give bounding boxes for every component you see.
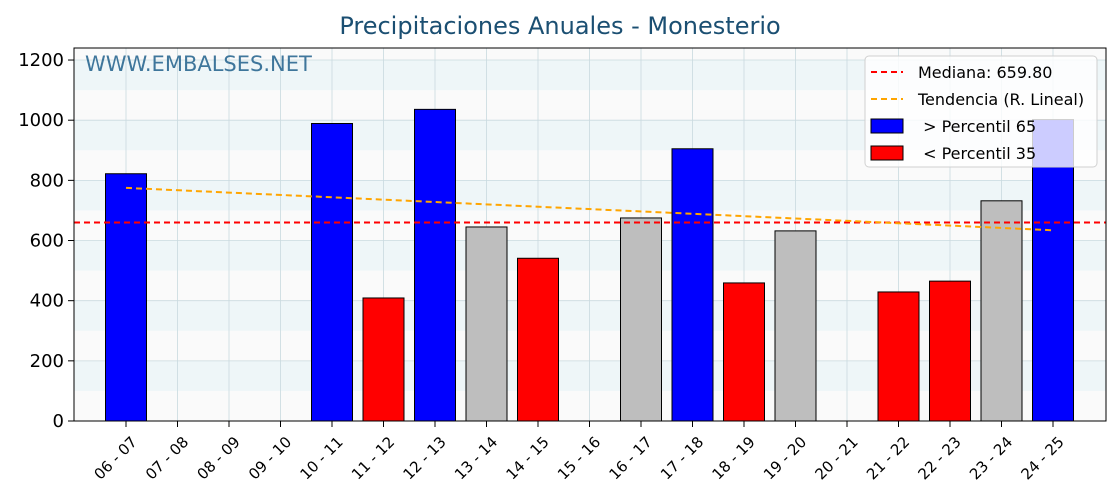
- y-tick-label: 0: [53, 411, 64, 432]
- x-tick-label: 09 - 10: [245, 433, 295, 483]
- x-tick-label: 08 - 09: [193, 433, 243, 483]
- x-tick-label: 20 - 21: [811, 433, 861, 483]
- bar-14-15: [517, 257, 559, 422]
- x-tick-label: 24 - 25: [1017, 433, 1067, 483]
- bar-23-24: [980, 200, 1023, 422]
- bar-17-18: [671, 148, 714, 422]
- y-tick-label: 600: [30, 231, 64, 252]
- x-axis-ticks: 06 - 07 07 - 08 08 - 09 09 - 10 10 - 11 11 - …: [90, 421, 1068, 483]
- legend-box-swatch: [870, 145, 904, 161]
- x-tick-label: 06 - 07: [90, 433, 140, 483]
- background-band: [74, 240, 1106, 271]
- bar-21-22: [877, 291, 920, 422]
- x-tick-label: 10 - 11: [296, 433, 346, 483]
- x-tick-label: 21 - 22: [863, 433, 913, 483]
- bar-18-19: [723, 282, 765, 422]
- x-tick-label: 12 - 13: [399, 433, 449, 483]
- x-tick-label: 13 - 14: [451, 433, 501, 483]
- legend: Mediana: 659.80 Tendencia (R. Lineal) > P…: [864, 55, 1098, 168]
- background-band: [74, 210, 1106, 241]
- chart-title: Precipitaciones Anuales - Monesterio: [339, 12, 780, 40]
- y-tick-label: 800: [30, 170, 64, 191]
- legend-label: Tendencia (R. Lineal): [917, 90, 1084, 109]
- x-tick-label: 18 - 19: [708, 433, 758, 483]
- bar-13-14: [465, 226, 508, 422]
- background-band: [74, 180, 1106, 211]
- bar-19-20: [774, 230, 817, 422]
- x-tick-label: 23 - 24: [966, 433, 1016, 483]
- watermark: WWW.EMBALSES.NET: [85, 52, 312, 76]
- x-tick-label: 14 - 15: [502, 433, 552, 483]
- bar-06-07: [105, 173, 147, 422]
- x-tick-label: 19 - 20: [760, 433, 810, 483]
- x-tick-label: 15 - 16: [554, 433, 604, 483]
- bar-22-23: [929, 280, 971, 422]
- legend-label: > Percentil 65: [918, 117, 1036, 136]
- reference-lines: [74, 186, 1106, 232]
- legend-label: < Percentil 35: [918, 144, 1036, 163]
- y-tick-label: 1200: [18, 50, 64, 71]
- x-tick-label: 07 - 08: [142, 433, 192, 483]
- bar-11-12: [362, 297, 405, 422]
- legend-box-swatch: [870, 118, 904, 134]
- y-tick-label: 200: [30, 351, 64, 372]
- legend-label: Mediana: 659.80: [918, 63, 1052, 82]
- bar-24-25: [1032, 119, 1074, 422]
- x-tick-label: 17 - 18: [657, 433, 707, 483]
- x-tick-label: 16 - 17: [605, 433, 655, 483]
- y-axis-ticks: 0 200 400 600 800 1000 1200: [18, 50, 74, 432]
- bar-16-17: [620, 217, 662, 422]
- trend-line: [125, 186, 1054, 232]
- y-tick-label: 1000: [18, 110, 64, 131]
- legend-box: [864, 55, 1098, 168]
- bar-12-13: [414, 108, 456, 422]
- y-tick-label: 400: [30, 291, 64, 312]
- x-tick-label: 11 - 12: [348, 433, 398, 483]
- bar-10-11: [311, 123, 353, 422]
- bars: [105, 108, 1074, 422]
- x-tick-label: 22 - 23: [914, 433, 964, 483]
